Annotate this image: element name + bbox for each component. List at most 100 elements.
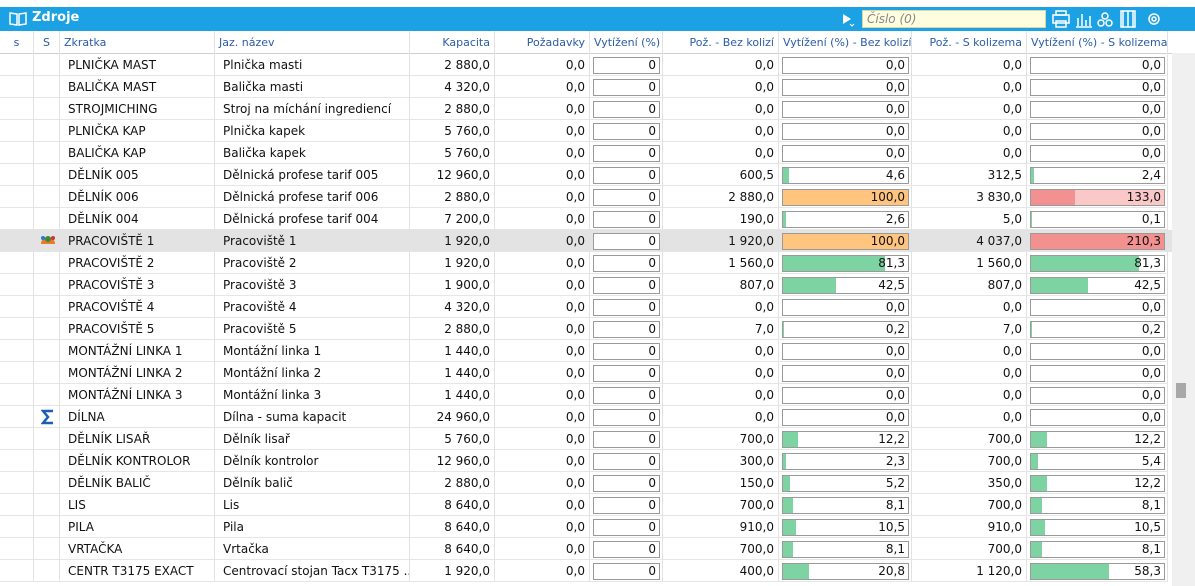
cell [590,296,663,318]
cell [0,142,34,164]
utilization-value: 0,0 [885,410,905,424]
utilization-value: 210,3 [1126,234,1161,248]
toolbar-icons[interactable] [1050,8,1170,30]
column-header: Vytížení (%) - S kolizema [1027,31,1168,54]
cell: 0,0 [495,230,590,252]
cell [34,230,60,252]
utilization-bar [1031,564,1109,579]
cell [779,406,912,428]
utilization-box: 2,6 [782,211,909,228]
cell: PRACOVIŠTĚ 5 [60,318,215,340]
utilization-value: 0 [648,80,656,94]
cell [590,98,663,120]
run-button[interactable] [840,12,856,28]
cell: 4 320,0 [410,296,495,318]
cell [0,98,34,120]
utilization-box: 0,0 [1030,365,1165,382]
cell: Lis [215,494,410,516]
cell: 5 760,0 [410,120,495,142]
cell: 312,5 [912,164,1027,186]
utilization-box: 0,0 [782,79,909,96]
cell [34,560,60,582]
utilization-box: 5,4 [1030,453,1165,470]
utilization-box: 0 [593,233,660,250]
cell [590,76,663,98]
utilization-box: 100,0 [782,233,909,250]
utilization-value: 0 [648,278,656,292]
utilization-bar [1031,520,1045,535]
utilization-box: 0,0 [1030,387,1165,404]
utilization-box: 0,0 [782,145,909,162]
cell: 2 880,0 [410,98,495,120]
cell [0,472,34,494]
scrollbar-thumb[interactable] [1176,383,1186,398]
cell [1027,494,1168,516]
utilization-value: 0 [648,212,656,226]
cell: 1 920,0 [410,560,495,582]
column-header: Požadavky [495,31,590,54]
title-bar: Zdroje Číslo (0) [0,7,1195,31]
cell [1027,164,1168,186]
utilization-box: 0,0 [1030,299,1165,316]
utilization-value: 0 [648,498,656,512]
cell [779,164,912,186]
cell: Montážní linka 2 [215,362,410,384]
cell [0,208,34,230]
utilization-value: 0,1 [1141,212,1161,226]
cell: 0,0 [912,296,1027,318]
utilization-value: 0 [648,366,656,380]
utilization-box: 2,4 [1030,167,1165,184]
utilization-box: 10,5 [1030,519,1165,536]
cell: 1 440,0 [410,384,495,406]
cell: 1 560,0 [912,252,1027,274]
column-header: Jaz. název [215,31,410,54]
utilization-box: 42,5 [1030,277,1165,294]
search-input[interactable]: Číslo (0) [862,10,1046,28]
utilization-bar [783,234,908,249]
cell: 2 880,0 [410,186,495,208]
cell [0,428,34,450]
cell: PRACOVIŠTĚ 1 [60,230,215,252]
cell [34,296,60,318]
utilization-bar [783,212,787,227]
utilization-bar [783,498,794,513]
utilization-box: 20,8 [782,563,909,580]
cell: 700,0 [912,450,1027,472]
cell: 7,0 [663,318,779,340]
cell: 0,0 [495,98,590,120]
utilization-value: 5,4 [1141,454,1161,468]
utilization-value: 0,0 [885,388,905,402]
utilization-value: 0 [648,322,656,336]
cell [0,274,34,296]
cell: 2 880,0 [410,54,495,76]
cell: 1 440,0 [410,362,495,384]
cell: 700,0 [663,538,779,560]
cell: Pracoviště 4 [215,296,410,318]
cell: 300,0 [663,450,779,472]
utilization-value: 81,3 [878,256,905,270]
utilization-box: 0,0 [782,409,909,426]
cell: 0,0 [912,406,1027,428]
utilization-box: 0 [593,123,660,140]
cell: Vrtačka [215,538,410,560]
cell [34,384,60,406]
cell [0,560,34,582]
utilization-value: 0 [648,432,656,446]
cell [590,494,663,516]
cell [0,76,34,98]
column-header: Vytížení (%) - Bez kolizí [779,31,912,54]
cell: Pila [215,516,410,538]
utilization-box: 12,2 [782,431,909,448]
utilization-box: 0,2 [1030,321,1165,338]
utilization-box: 0 [593,541,660,558]
cell: 0,0 [495,186,590,208]
cell: 4 037,0 [912,230,1027,252]
cell [34,340,60,362]
cell: 0,0 [495,362,590,384]
cell [0,516,34,538]
utilization-box: 12,2 [1030,431,1165,448]
utilization-value: 12,2 [1134,476,1161,490]
utilization-value: 0 [648,300,656,314]
utilization-bar [783,168,789,183]
scrollbar[interactable] [1172,53,1195,586]
